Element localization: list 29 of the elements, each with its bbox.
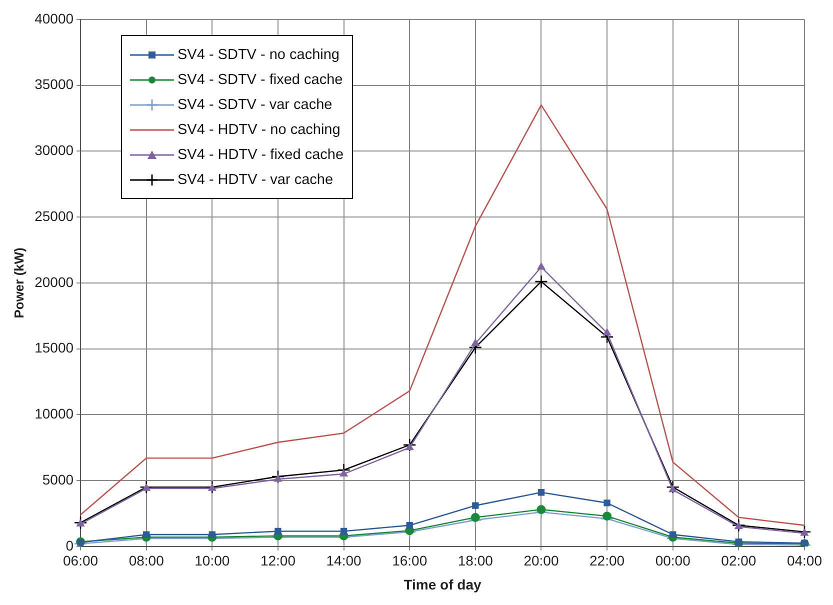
legend-label: SV4 - SDTV - no caching: [178, 46, 340, 63]
y-tick-label: 20000: [34, 274, 74, 290]
x-tick-label: 06:00: [63, 552, 98, 569]
legend-label: SV4 - HDTV - fixed cache: [178, 146, 344, 163]
x-tick-label: 04:00: [786, 552, 822, 569]
y-tick-label: 15000: [34, 340, 74, 356]
x-tick-label: 02:00: [721, 552, 756, 569]
x-tick-label: 10:00: [194, 552, 230, 569]
x-tick-label: 16:00: [392, 552, 428, 569]
x-tick-label: 08:00: [128, 552, 164, 569]
x-tick-label: 12:00: [260, 552, 296, 569]
x-tick-label: 22:00: [590, 552, 625, 569]
y-tick-label: 10000: [34, 406, 74, 422]
x-tick-label: 18:00: [458, 552, 494, 569]
legend-label: SV4 - HDTV - no caching: [178, 122, 340, 138]
x-tick-label: 00:00: [655, 552, 691, 569]
x-tick-label: 14:00: [326, 552, 362, 569]
legend-label: SV4 - SDTV - fixed cache: [178, 72, 343, 88]
legend-label: SV4 - HDTV - var cache: [178, 172, 334, 188]
y-tick-label: 35000: [34, 76, 74, 92]
legend-label: SV4 - SDTV - var cache: [178, 96, 332, 113]
y-tick-label: 25000: [34, 208, 74, 224]
x-tick-label: 20:00: [524, 552, 559, 569]
y-tick-label: 5000: [42, 471, 74, 488]
y-tick-label: 40000: [34, 10, 74, 26]
y-tick-label: 0: [66, 537, 74, 554]
y-tick-label: 30000: [34, 142, 74, 158]
x-axis-title: Time of day: [404, 576, 482, 592]
y-axis-title: Power (kW): [11, 248, 26, 318]
